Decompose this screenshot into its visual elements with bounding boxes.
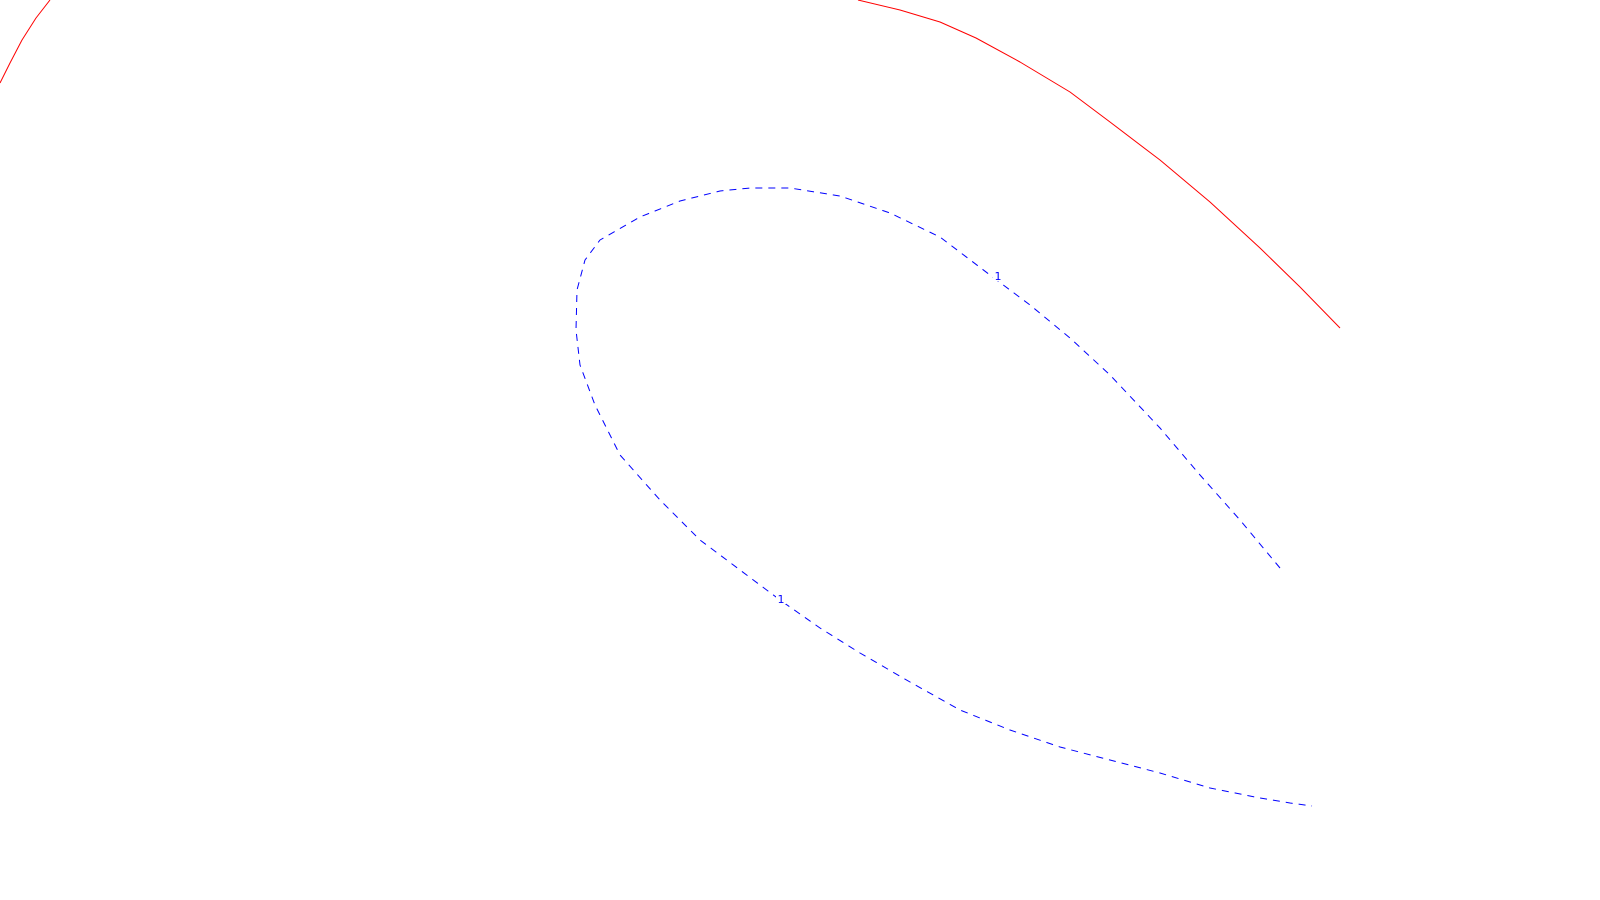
contour-level-label: 1 [995, 270, 1002, 283]
solid-contour-line-0-1 [857, 0, 1341, 329]
contour-curves [0, 0, 1341, 807]
contour-labels: 11 [776, 268, 1003, 606]
solid-contour-line-0-0 [0, 0, 51, 84]
contour-level-label: 1 [778, 593, 785, 606]
dashed-contour-line-1-0 [575, 187, 1313, 807]
contour-label-background [993, 268, 1003, 281]
contour-label-background [776, 591, 786, 604]
